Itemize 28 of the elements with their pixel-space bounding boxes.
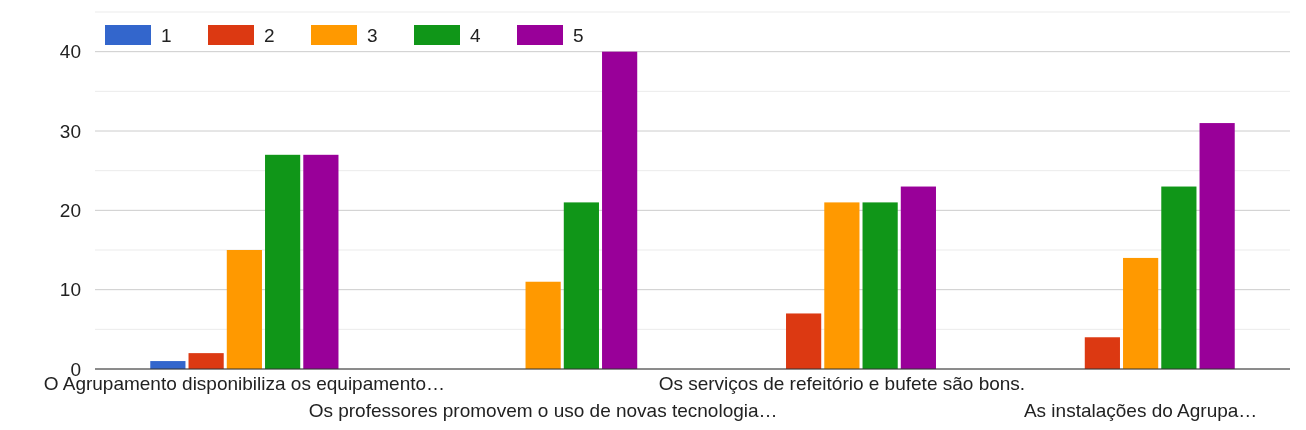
bar: [188, 353, 224, 369]
legend-label: 1: [161, 25, 172, 46]
bar: [786, 313, 822, 369]
bar: [1161, 186, 1197, 369]
x-tick-label: Os serviços de refeitório e bufete são bons.: [658, 373, 1026, 395]
bar: [525, 281, 561, 369]
y-tick-label: 40: [59, 41, 81, 63]
bar: [226, 250, 262, 369]
bar: [1084, 337, 1120, 369]
bar: [563, 202, 599, 369]
y-tick-label: 20: [59, 199, 81, 221]
bar: [900, 186, 936, 369]
x-tick-label: Os professores promovem o uso de novas tecnologia…: [308, 399, 778, 421]
bar: [824, 202, 860, 369]
bar: [265, 154, 301, 369]
bar: [303, 154, 339, 369]
y-tick-label: 10: [59, 279, 81, 301]
legend-label: 3: [367, 25, 378, 46]
bar: [862, 202, 898, 369]
bar: [602, 51, 638, 369]
y-tick-label: 30: [59, 120, 81, 142]
y-tick-label: 0: [70, 358, 81, 380]
legend-label: 4: [470, 25, 481, 46]
bar: [1199, 123, 1235, 369]
legend-label: 2: [264, 25, 275, 46]
bar: [1123, 257, 1159, 369]
legend-label: 5: [573, 25, 584, 46]
x-tick-label: As instalações do Agrupa…: [1023, 399, 1258, 421]
